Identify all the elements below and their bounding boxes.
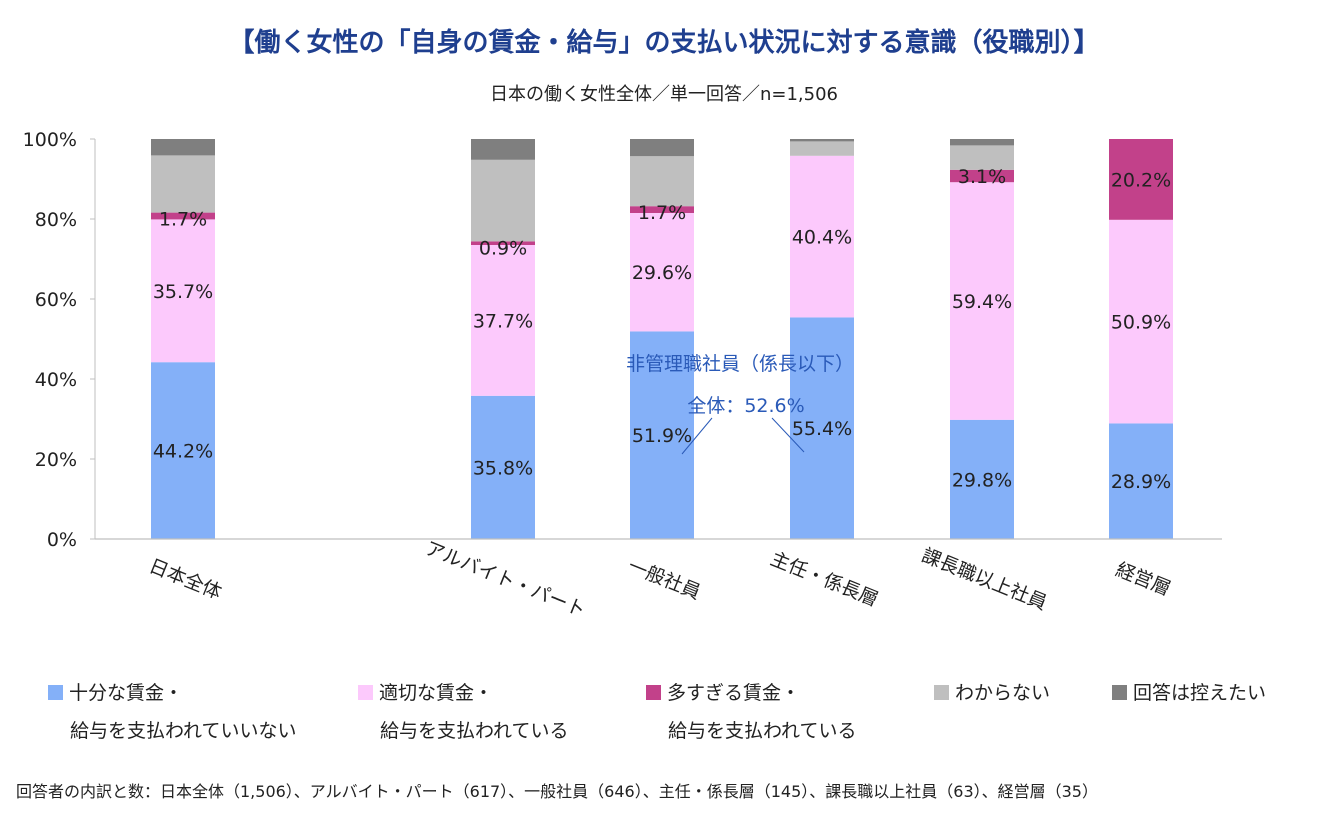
legend-item-unknown: わからない	[934, 674, 1050, 712]
category-label: アルバイト・パート	[422, 537, 589, 621]
bar-segment-s2-c4	[950, 169, 1014, 183]
bar-segment-s1-c2	[630, 213, 694, 332]
bar-segment-s2-c5	[1109, 139, 1173, 220]
data-label: 40.4%	[792, 227, 852, 249]
category-label: 日本全体	[146, 555, 225, 604]
chart-title: 【働く女性の「自身の賃金・給与」の支払い状況に対する意識（役職別）】	[228, 28, 1100, 58]
bar-segment-s3-c2	[630, 156, 694, 207]
annotation-leader-right	[771, 417, 805, 453]
chart-subtitle: 日本の働く女性全体／単一回答／n=1,506	[489, 84, 839, 105]
y-tick-label: 20%	[35, 449, 77, 471]
bar-segment-s2-c0	[151, 212, 215, 220]
data-label: 0.9%	[479, 237, 527, 259]
category-label: 主任・係長層	[767, 548, 881, 611]
bar-segment-s4-c4	[950, 139, 1014, 146]
bar-segment-s0-c5	[1109, 423, 1173, 539]
annotation-leader-left	[681, 417, 713, 455]
data-label: 29.6%	[632, 262, 692, 284]
legend-item-excessive: 多すぎる賃金・ 給与を支払われている	[646, 674, 856, 750]
legend-label-unknown: わからない	[955, 682, 1051, 704]
annotation-title: 非管理職社員（係長以下）	[626, 353, 854, 375]
legend-swatch-sufficient	[48, 685, 63, 700]
bar-segment-s2-c2	[630, 206, 694, 213]
legend-item-sufficient: 十分な賃金・ 給与を支払われていいない	[48, 674, 296, 750]
bar-segment-s1-c1	[471, 245, 535, 396]
y-tick-label: 0%	[47, 529, 77, 551]
data-label: 50.9%	[1111, 312, 1171, 334]
bar-segment-s0-c1	[471, 395, 535, 539]
legend-label-decline: 回答は控えたい	[1133, 682, 1267, 704]
y-tick-label: 80%	[35, 209, 77, 231]
bar-segment-s1-c4	[950, 182, 1014, 420]
bar-segment-s3-c0	[151, 155, 215, 213]
bar-segment-s3-c3	[790, 141, 854, 156]
bar-segment-s1-c0	[151, 219, 215, 363]
annotation-value: 全体：52.6%	[687, 395, 804, 417]
data-label: 59.4%	[952, 291, 1012, 313]
legend-label-appropriate: 適切な賃金・	[379, 682, 494, 704]
legend-label-excessive-line2: 給与を支払われている	[668, 720, 857, 742]
legend-label-sufficient-line2: 給与を支払われていいない	[70, 720, 297, 742]
legend-item-appropriate: 適切な賃金・ 給与を支払われている	[358, 674, 568, 750]
bar-segment-s1-c3	[790, 155, 854, 318]
data-label: 35.7%	[153, 281, 213, 303]
bar-segment-s3-c1	[471, 159, 535, 242]
data-label: 1.7%	[638, 202, 686, 224]
bar-segment-s1-c5	[1109, 219, 1173, 424]
bar-segment-s4-c2	[630, 139, 694, 157]
category-label: 経営層	[1113, 559, 1174, 601]
legend-label-sufficient: 十分な賃金・	[69, 682, 184, 704]
footnote: 回答者の内訳と数：日本全体（1,506）、アルバイト・パート（617）、一般社員…	[16, 782, 1098, 801]
category-label: 一般社員	[625, 555, 704, 604]
bar-segment-s0-c2	[630, 331, 694, 539]
y-tick-label: 60%	[35, 289, 77, 311]
data-label: 35.8%	[473, 457, 533, 479]
bar-segment-s3-c4	[950, 145, 1014, 170]
legend-swatch-appropriate	[358, 685, 373, 700]
y-tick-label: 40%	[35, 369, 77, 391]
bar-segment-s0-c4	[950, 419, 1014, 539]
data-label: 37.7%	[473, 310, 533, 332]
data-label: 1.7%	[159, 209, 207, 231]
data-label: 20.2%	[1111, 169, 1171, 191]
data-label: 51.9%	[632, 425, 692, 447]
legend-label-excessive: 多すぎる賃金・	[667, 682, 801, 704]
legend-item-decline: 回答は控えたい	[1112, 674, 1266, 712]
category-label: 課長職以上社員	[918, 544, 1050, 614]
data-label: 29.8%	[952, 469, 1012, 491]
bar-segment-s2-c1	[471, 241, 535, 245]
data-label: 28.9%	[1111, 471, 1171, 493]
data-label: 44.2%	[153, 441, 213, 463]
legend-swatch-unknown	[934, 685, 949, 700]
bar-segment-s4-c3	[790, 139, 854, 142]
bar-segment-s4-c1	[471, 139, 535, 160]
legend-swatch-excessive	[646, 685, 661, 700]
y-tick-label: 100%	[23, 129, 77, 151]
stacked-bar-chart: 0% 20% 40% 60% 80% 100% 日本全体 アルバイト・パート 一般社員 主任・係長…	[23, 129, 1222, 622]
legend-swatch-decline	[1112, 685, 1127, 700]
bar-segment-s0-c3	[790, 317, 854, 539]
bar-segment-s0-c0	[151, 362, 215, 539]
data-label: 55.4%	[792, 418, 852, 440]
legend-label-appropriate-line2: 給与を支払われている	[380, 720, 569, 742]
data-label: 3.1%	[958, 166, 1006, 188]
bar-segment-s4-c0	[151, 139, 215, 156]
